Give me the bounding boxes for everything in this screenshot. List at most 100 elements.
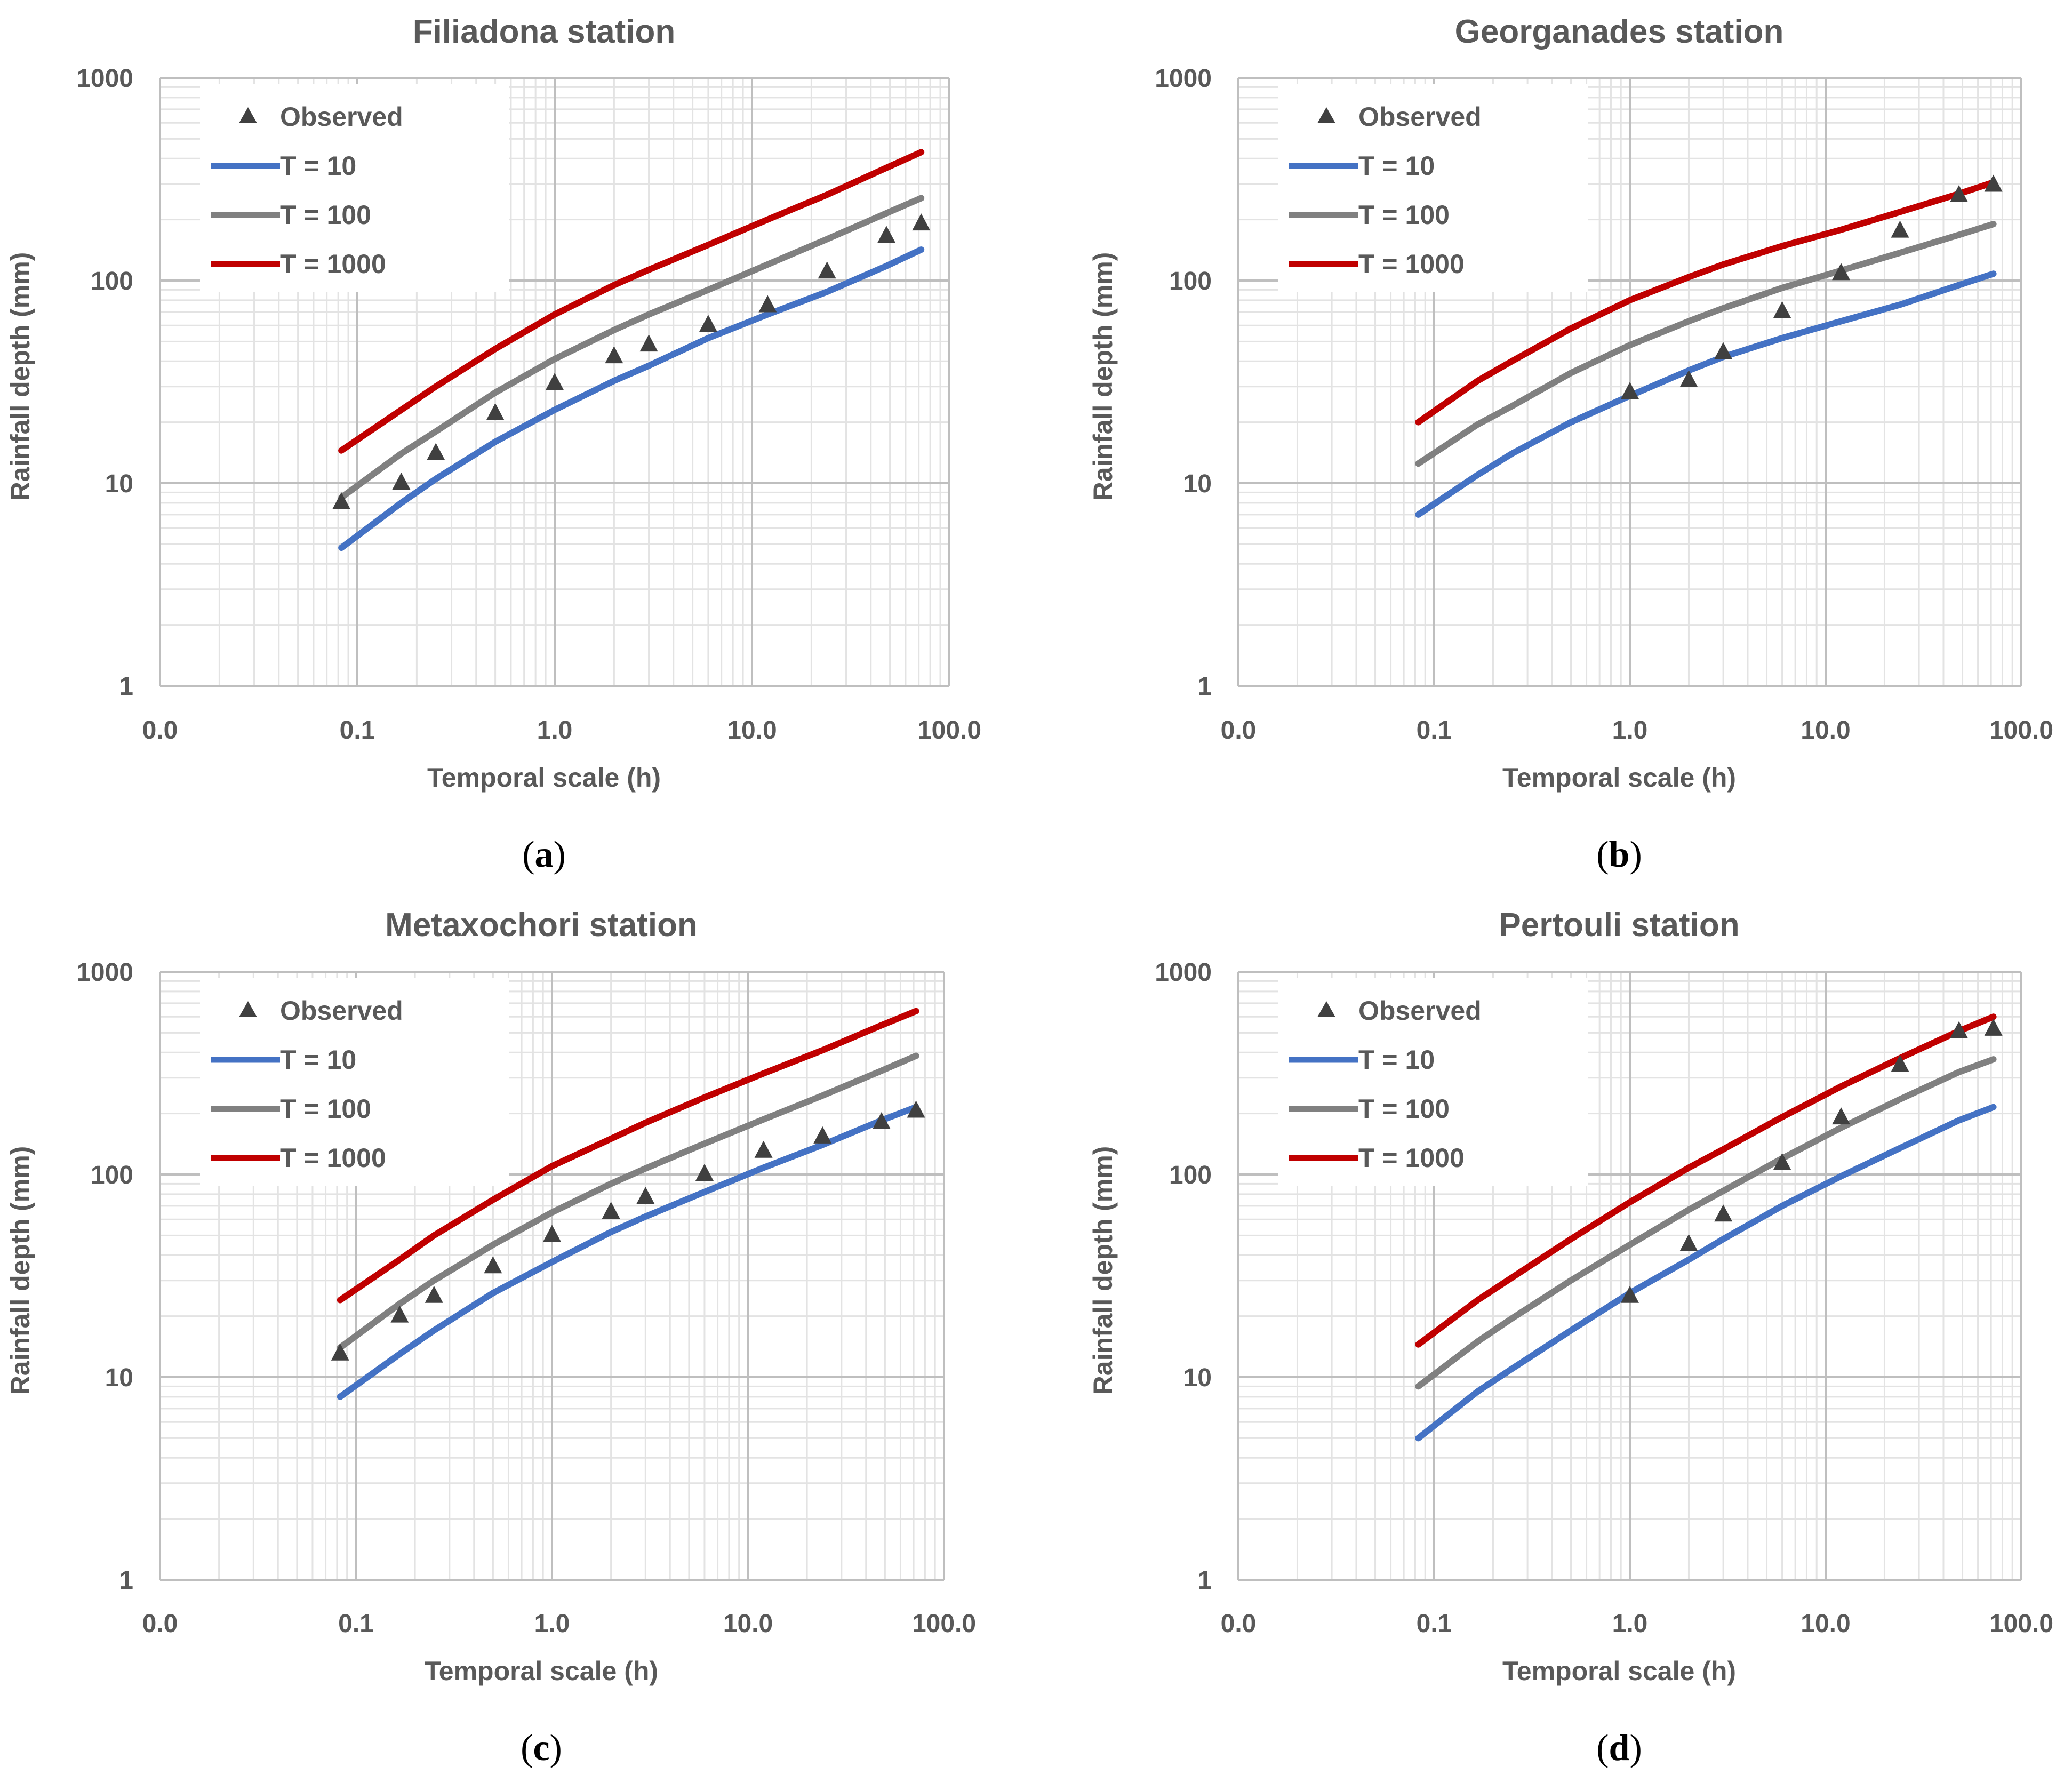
y-tick-label: 10 <box>1183 470 1212 498</box>
observed-point <box>332 492 351 509</box>
legend-observed-marker <box>239 107 257 123</box>
x-tick-label: 10.0 <box>1801 1610 1850 1638</box>
legend-label: T = 10 <box>1358 1045 1435 1075</box>
chart-panel-d: 0.0 0.1 1.0 10.0 100.0 1 10 100 1000 Pertouli sta… <box>1088 907 2053 1769</box>
panel-label: (a) <box>522 834 566 875</box>
observed-point <box>912 213 931 231</box>
observed-point <box>546 373 564 390</box>
observed-point <box>1773 1153 1791 1170</box>
observed-point <box>1891 1054 1909 1072</box>
observed-point <box>1621 1285 1639 1303</box>
chart-title: Georganades station <box>1455 13 1784 50</box>
y-tick-label: 1 <box>1197 1566 1212 1595</box>
x-axis-label: Temporal scale (h) <box>1502 763 1736 793</box>
observed-point <box>1984 174 2003 192</box>
legend-label: T = 100 <box>280 200 371 230</box>
series-line-t1000 <box>1415 1013 1997 1348</box>
legend-observed-marker <box>1317 107 1335 123</box>
x-tick-label: 0.0 <box>1221 1610 1257 1638</box>
y-axis-label: Rainfall depth (mm) <box>1088 1146 1118 1395</box>
y-tick-label: 1000 <box>76 958 133 987</box>
legend: Observed T = 10 T = 100 T = 1000 <box>1289 102 1482 279</box>
panel-label: (c) <box>521 1728 562 1769</box>
legend-label: T = 10 <box>280 151 356 181</box>
x-tick-label: 10.0 <box>723 1610 773 1638</box>
series-line-t1000 <box>337 1008 919 1304</box>
observed-point <box>484 1256 502 1274</box>
x-tick-label: 1.0 <box>1612 716 1648 745</box>
legend-label: T = 1000 <box>1358 249 1465 279</box>
legend-observed-marker <box>1317 1001 1335 1017</box>
x-tick-label: 10.0 <box>1801 716 1850 745</box>
legend-label: T = 100 <box>1358 200 1450 230</box>
legend-label: Observed <box>1358 996 1482 1026</box>
observed-point <box>605 346 623 364</box>
y-axis-label: Rainfall depth (mm) <box>5 252 35 501</box>
y-tick-label: 1 <box>1197 673 1212 701</box>
y-tick-label: 1000 <box>76 65 133 93</box>
observed-point <box>602 1202 620 1219</box>
observed-point <box>1950 1021 1969 1038</box>
legend: Observed T = 10 T = 100 T = 1000 <box>211 102 403 279</box>
y-tick-label: 1000 <box>1155 958 1212 987</box>
series-line-t1000 <box>338 149 925 454</box>
legend-label: T = 10 <box>1358 151 1435 181</box>
observed-point <box>427 443 445 460</box>
legend-label: T = 1000 <box>1358 1143 1465 1173</box>
y-tick-label: 10 <box>1183 1364 1212 1392</box>
observed-point <box>907 1100 925 1118</box>
y-tick-label: 100 <box>91 267 133 295</box>
panel-label: (d) <box>1596 1728 1642 1769</box>
observed-point <box>543 1225 561 1242</box>
x-tick-label: 100.0 <box>912 1610 976 1638</box>
y-tick-label: 1000 <box>1155 65 1212 93</box>
series-line-t100 <box>1415 221 1997 467</box>
legend-label: T = 100 <box>1358 1094 1450 1124</box>
legend-label: T = 10 <box>280 1045 356 1075</box>
x-axis-label: Temporal scale (h) <box>427 763 661 793</box>
legend-observed-marker <box>239 1001 257 1017</box>
legend-label: Observed <box>1358 102 1482 132</box>
y-tick-label: 100 <box>1169 267 1212 295</box>
chart-panel-a: 0.0 0.1 1.0 10.0 100.0 1 10 100 1000 Filiadona st… <box>5 13 981 875</box>
observed-point <box>758 295 777 313</box>
observed-point <box>331 1343 349 1361</box>
x-tick-label: 100.0 <box>1989 716 2053 745</box>
observed-points <box>331 1100 925 1361</box>
y-tick-label: 100 <box>1169 1161 1212 1189</box>
panel-label: (b) <box>1596 834 1642 875</box>
observed-points <box>1621 1018 2003 1303</box>
legend-label: Observed <box>280 996 403 1026</box>
chart-title: Pertouli station <box>1499 907 1739 944</box>
y-axis-label: Rainfall depth (mm) <box>5 1146 35 1395</box>
series-line-t1000 <box>1415 179 1997 426</box>
x-tick-label: 0.0 <box>1221 716 1257 745</box>
observed-points <box>1621 174 2003 399</box>
series-line-t100 <box>338 195 925 501</box>
x-tick-label: 100.0 <box>1989 1610 2053 1638</box>
legend: Observed T = 10 T = 100 T = 1000 <box>1289 996 1482 1173</box>
y-tick-label: 1 <box>119 673 133 701</box>
series-line-t100 <box>1415 1056 1997 1390</box>
chart-title: Metaxochori station <box>385 907 698 944</box>
observed-point <box>1891 220 1909 238</box>
legend-label: T = 1000 <box>280 249 386 279</box>
observed-point <box>1832 263 1851 281</box>
x-tick-label: 1.0 <box>537 716 573 745</box>
chart-panel-b: 0.0 0.1 1.0 10.0 100.0 1 10 100 1000 Georganades … <box>1088 13 2053 875</box>
legend-label: T = 1000 <box>280 1143 386 1173</box>
x-tick-label: 0.1 <box>338 1610 374 1638</box>
observed-point <box>1714 1204 1733 1222</box>
observed-point <box>425 1285 443 1303</box>
observed-point <box>1950 185 1969 203</box>
observed-point <box>1621 382 1639 399</box>
x-tick-label: 0.0 <box>142 716 178 745</box>
chart-panel-c: 0.0 0.1 1.0 10.0 100.0 1 10 100 1000 Metaxochori … <box>5 907 976 1769</box>
chart-title: Filiadona station <box>413 13 676 50</box>
observed-point <box>486 403 505 420</box>
x-tick-label: 10.0 <box>727 716 777 745</box>
x-tick-label: 0.0 <box>142 1610 178 1638</box>
observed-points <box>332 213 931 509</box>
x-tick-label: 100.0 <box>917 716 981 745</box>
